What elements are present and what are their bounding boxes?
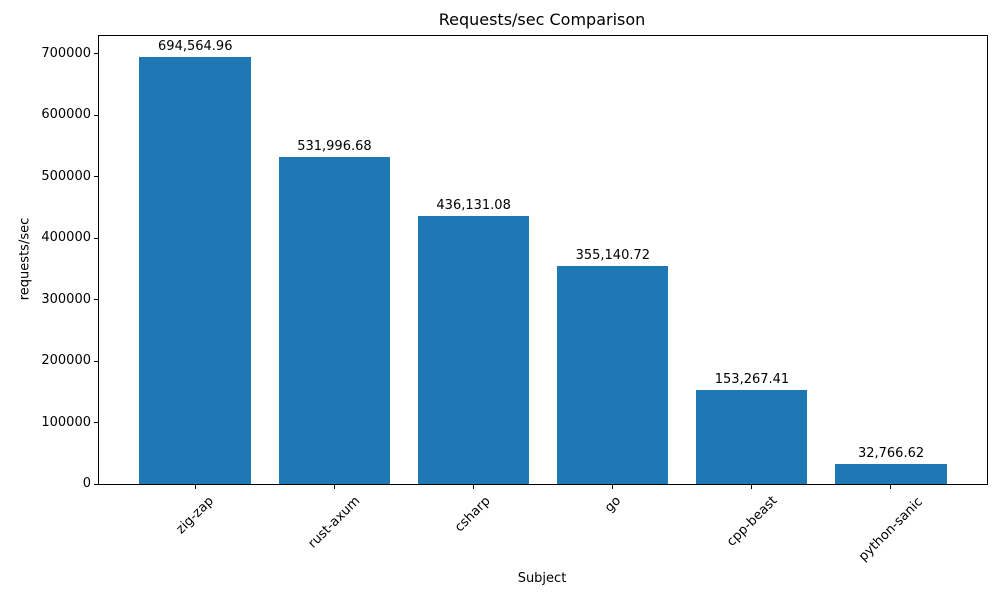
y-tick-label: 0 bbox=[82, 476, 91, 491]
x-tick-label: cpp-beast bbox=[723, 493, 781, 551]
bar bbox=[556, 265, 669, 484]
x-axis-tick bbox=[333, 485, 335, 489]
x-axis-tick bbox=[612, 485, 614, 489]
bar-value-label: 694,564.96 bbox=[158, 39, 233, 55]
bar bbox=[835, 463, 947, 484]
x-axis-tick bbox=[472, 485, 474, 489]
bar-value-label: 153,267.41 bbox=[714, 371, 790, 387]
y-tick-label: 400000 bbox=[41, 230, 91, 246]
bar-value-label: 436,131.08 bbox=[436, 198, 511, 214]
y-axis-tick bbox=[94, 299, 98, 301]
x-axis-tick bbox=[890, 485, 892, 489]
bar bbox=[696, 389, 808, 484]
bar bbox=[278, 157, 390, 484]
x-tick-label: csharp bbox=[452, 494, 495, 536]
bar bbox=[139, 57, 251, 484]
y-axis-tick bbox=[94, 237, 98, 239]
x-axis-tick bbox=[194, 485, 196, 489]
y-axis-label: requests/sec bbox=[17, 217, 33, 301]
y-axis-tick bbox=[94, 53, 98, 55]
bar-value-label: 355,140.72 bbox=[575, 247, 651, 263]
x-axis-label: Subject bbox=[517, 571, 567, 586]
y-axis-tick bbox=[94, 114, 98, 116]
y-tick-label: 600000 bbox=[41, 107, 91, 123]
y-axis-tick bbox=[94, 483, 98, 485]
y-axis-tick bbox=[94, 360, 98, 362]
chart-title: Requests/sec Comparison bbox=[438, 10, 646, 29]
bar bbox=[417, 216, 530, 484]
x-tick-label: rust-axum bbox=[305, 494, 363, 552]
x-tick-label: go bbox=[601, 493, 624, 516]
y-tick-label: 200000 bbox=[41, 353, 91, 369]
x-tick-label: python-sanic bbox=[855, 494, 926, 564]
x-tick-label: zig-zap bbox=[173, 493, 217, 538]
y-tick-label: 700000 bbox=[41, 45, 91, 61]
y-tick-label: 300000 bbox=[41, 291, 91, 307]
bar-value-label: 531,996.68 bbox=[297, 139, 372, 155]
y-tick-label: 100000 bbox=[41, 414, 91, 430]
y-axis-tick bbox=[94, 422, 98, 424]
plot-area: 0 100000 200000 300000 400000 500000 600000 700… bbox=[41, 35, 988, 564]
x-axis-tick bbox=[751, 485, 753, 489]
y-tick-label: 500000 bbox=[41, 168, 91, 184]
y-axis-tick bbox=[94, 176, 98, 178]
bar-value-label: 32,766.62 bbox=[857, 445, 925, 461]
